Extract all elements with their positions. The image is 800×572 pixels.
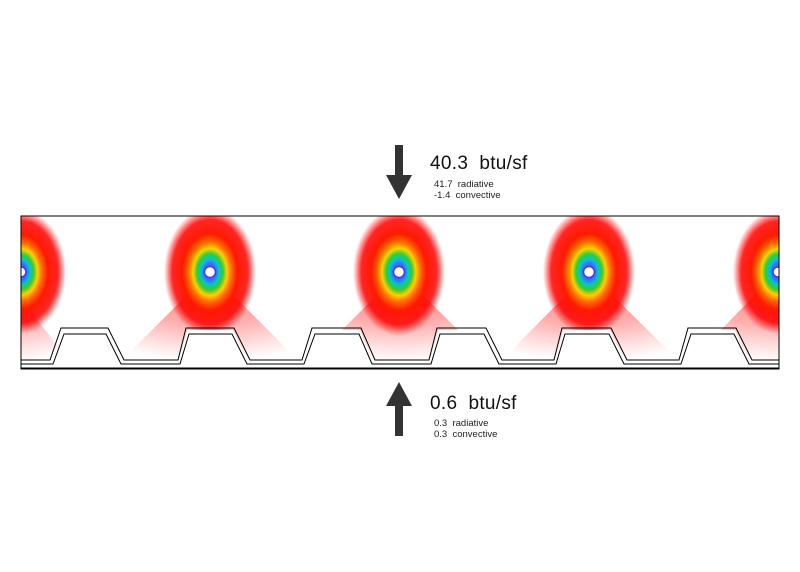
corrugated-deck-lower	[21, 333, 779, 365]
top-flux-total: 40.3 btu/sf	[430, 153, 528, 174]
deck-underside	[21, 330, 779, 369]
heat-source	[733, 216, 779, 334]
heat-source	[21, 216, 66, 334]
bottom-flux-total: 0.6 btu/sf	[430, 393, 517, 414]
pipe-cores	[21, 265, 779, 279]
corrugated-deck-upper	[21, 327, 779, 361]
top-flux-radiative: 41.7 radiative	[434, 179, 494, 190]
top-flux-convective: -1.4 convective	[434, 190, 501, 201]
bottom-flux-radiative: 0.3 radiative	[434, 418, 489, 429]
heat-field	[21, 216, 779, 369]
bottom-flux-convective: 0.3 convective	[434, 429, 498, 440]
up-arrow-icon	[386, 382, 412, 436]
down-arrow-icon	[386, 145, 412, 199]
